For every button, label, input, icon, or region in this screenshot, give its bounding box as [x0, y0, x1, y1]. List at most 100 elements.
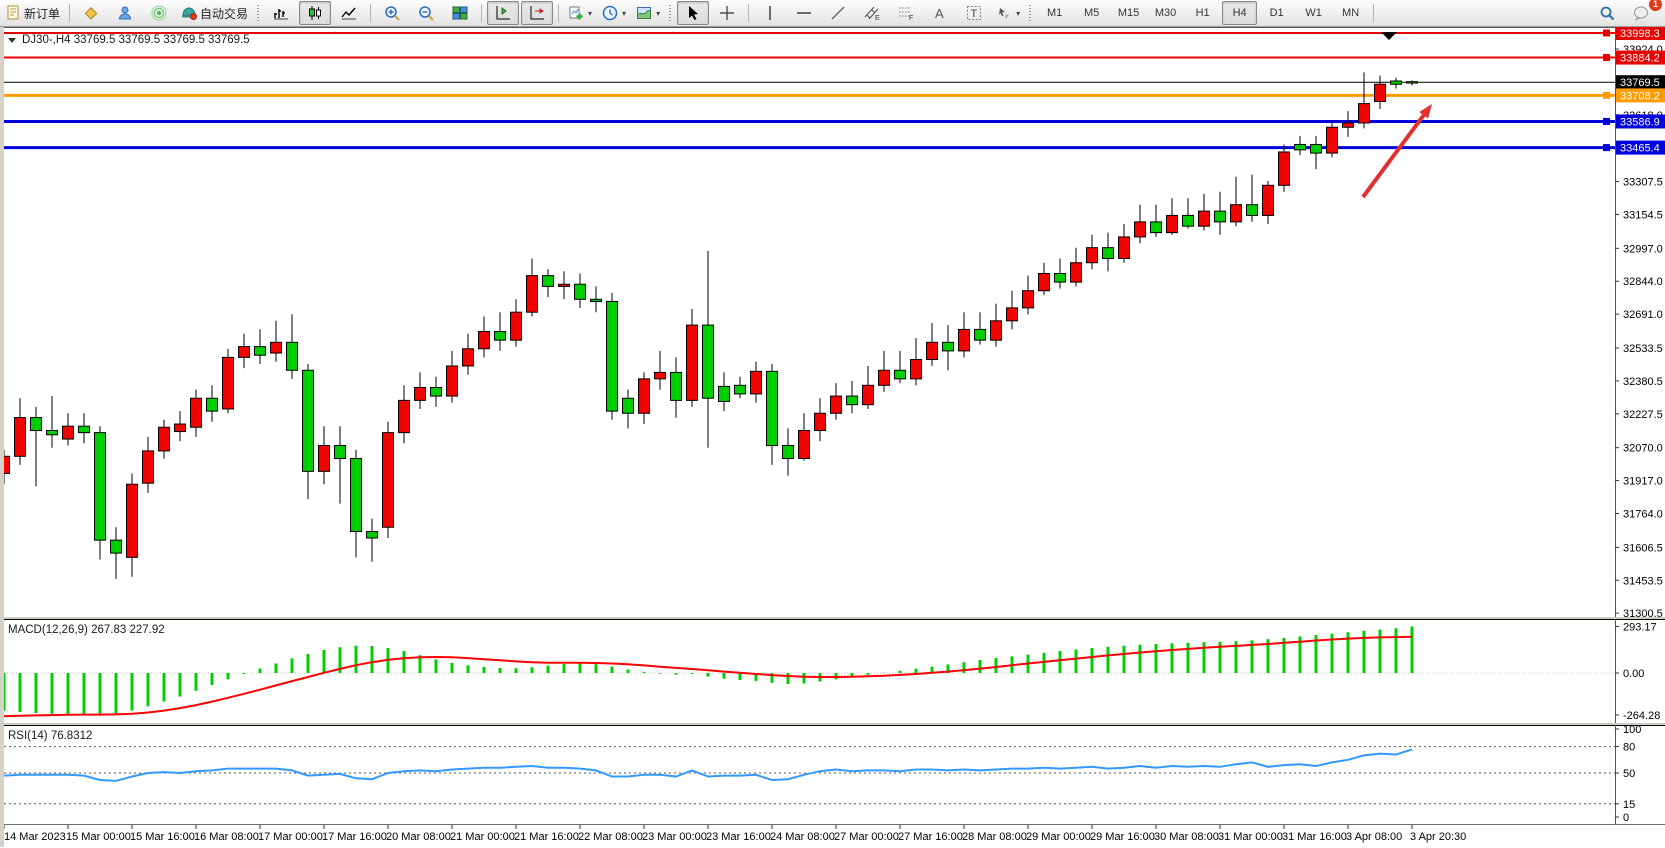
svg-text:31453.5: 31453.5 [1623, 575, 1663, 587]
svg-text:33465.4: 33465.4 [1620, 143, 1660, 155]
panel-separator[interactable] [4, 617, 1665, 619]
time-label: 20 Mar 08:00 [386, 831, 451, 843]
candlestick-chart[interactable]: 33924.033618.033307.533154.532997.032844… [4, 27, 1665, 617]
rsi-chart: 100 80 50 150 RSI(14) 76.8312 [4, 725, 1665, 824]
signals-button[interactable] [143, 1, 175, 25]
periods-button[interactable]: ▾ [598, 1, 630, 25]
notifications-button[interactable]: 1 [1625, 0, 1662, 25]
svg-text:32844.0: 32844.0 [1623, 276, 1663, 288]
time-label: 22 Mar 08:00 [578, 831, 643, 843]
vertical-line-tool-button[interactable] [754, 1, 786, 25]
expand-arrow-icon[interactable] [8, 38, 16, 43]
chart-shift-button[interactable] [487, 1, 520, 25]
svg-text:31606.5: 31606.5 [1623, 542, 1663, 554]
svg-text:0: 0 [1623, 812, 1629, 824]
price-badge: 33586.9 [1616, 114, 1665, 129]
zoom-out-button[interactable] [410, 1, 442, 25]
arrows-tool-button[interactable]: ▾ [992, 1, 1024, 25]
toolbar-separator [481, 4, 483, 22]
auto-trading-label: 自动交易 [200, 6, 249, 21]
notification-count-badge: 1 [1649, 0, 1662, 11]
timeframe-button-m1[interactable]: M1 [1046, 7, 1063, 19]
macd-panel[interactable]: 293.17 0.00 -264.28 MACD(12,26,9) 267.83 22… [4, 619, 1665, 723]
auto-scroll-button[interactable] [521, 1, 554, 25]
timeframe-button-h4[interactable]: H4 [1222, 1, 1258, 25]
templates-button[interactable]: ▾ [632, 1, 664, 25]
horizontal-line-tool-button[interactable] [788, 1, 820, 25]
cursor-tool-button[interactable] [677, 1, 710, 25]
candlestick-mode-button[interactable] [299, 1, 332, 25]
candles-layer [4, 72, 1418, 579]
text-label-tool-button[interactable]: T [958, 1, 990, 25]
svg-text:33884.2: 33884.2 [1620, 53, 1660, 65]
price-badge: 33884.2 [1616, 50, 1665, 65]
svg-text:T: T [971, 8, 978, 20]
annotation-arrow[interactable] [1361, 104, 1432, 199]
crosshair-tool-button[interactable] [711, 1, 743, 25]
time-label: 3 Apr 20:30 [1410, 831, 1466, 843]
svg-text:50: 50 [1623, 768, 1635, 780]
cursor-icon [689, 6, 699, 20]
svg-text:A: A [935, 6, 944, 21]
time-label: 15 Mar 16:00 [130, 831, 195, 843]
timeframe-button-d1[interactable]: D1 [1269, 7, 1284, 19]
profile-button[interactable] [109, 1, 141, 25]
new-chart-button[interactable]: ▾ [564, 1, 596, 25]
zoom-in-button[interactable] [376, 1, 408, 25]
rsi-panel[interactable]: 100 80 50 15 0 RSI(14) 76.8312 [4, 725, 1665, 824]
timeframe-button-w1[interactable]: W1 [1305, 7, 1322, 19]
timeframe-button-m15[interactable]: M15 [1117, 7, 1140, 19]
tile-windows-button[interactable] [444, 1, 476, 25]
time-label: 17 Mar 16:00 [322, 831, 387, 843]
svg-text:31764.0: 31764.0 [1623, 508, 1663, 520]
svg-text:33586.9: 33586.9 [1620, 116, 1660, 128]
rhombus-icon [84, 7, 98, 20]
time-axis-panel[interactable]: 14 Mar 2023 15 Mar 00:00 15 Mar 16:00 16 Ma… [4, 824, 1665, 848]
time-label: 16 Mar 08:00 [194, 831, 259, 843]
price-badge: 33465.4 [1616, 140, 1665, 155]
time-label: 23 Mar 00:00 [642, 831, 707, 843]
fibonacci-tool-button[interactable]: F [890, 1, 922, 25]
line-chart-icon [341, 7, 357, 20]
svg-text:33307.5: 33307.5 [1623, 177, 1663, 189]
channel-tool-button[interactable]: E [856, 1, 888, 25]
svg-text:F: F [909, 15, 913, 21]
time-label: 31 Mar 16:00 [1282, 831, 1347, 843]
bar-chart-mode-button[interactable] [265, 1, 297, 25]
svg-text:15: 15 [1623, 799, 1635, 811]
timeframe-toolbar: M1 M5 M15 M30 H1 H4 D1 W1 MN [1036, 1, 1369, 25]
vertical-line-icon [769, 6, 771, 20]
price-badge: 33998.3 [1616, 27, 1665, 40]
fibonacci-icon: F [899, 7, 913, 21]
timeframe-button-m30[interactable]: M30 [1154, 7, 1177, 19]
svg-text:0.00: 0.00 [1623, 668, 1644, 680]
dropdown-icon: ▾ [588, 8, 593, 18]
toolbar-separator [558, 4, 560, 22]
macd-label: MACD(12,26,9) 267.83 227.92 [8, 624, 165, 636]
mql-community-button[interactable] [75, 1, 107, 25]
new-order-icon [7, 5, 19, 20]
horizontal-line-icon [797, 12, 812, 14]
time-label: 30 Mar 08:00 [1154, 831, 1219, 843]
timeframe-button-h1[interactable]: H1 [1195, 7, 1210, 19]
top-marker-icon[interactable] [1381, 32, 1397, 40]
text-tool-button[interactable]: A [924, 1, 956, 25]
timeframe-button-mn[interactable]: MN [1342, 7, 1360, 19]
toolbar-separator [69, 4, 71, 22]
search-button[interactable] [1591, 1, 1623, 25]
svg-text:33154.5: 33154.5 [1623, 209, 1663, 221]
toolbar-separator [1373, 4, 1375, 22]
svg-text:-264.28: -264.28 [1623, 710, 1660, 722]
timeframe-button-m5[interactable]: M5 [1083, 7, 1100, 19]
line-chart-mode-button[interactable] [333, 1, 365, 25]
trendline-tool-button[interactable] [822, 1, 854, 25]
auto-trading-button[interactable]: 自动交易 [177, 1, 252, 25]
time-label: 24 Mar 08:00 [770, 831, 835, 843]
new-order-label: 新订单 [24, 6, 61, 21]
panel-separator[interactable] [4, 723, 1665, 725]
new-order-button[interactable]: 新订单 [1, 1, 64, 25]
price-chart-panel[interactable]: 33924.033618.033307.533154.532997.032844… [4, 27, 1665, 617]
zoom-in-icon [385, 6, 400, 21]
time-label: 28 Mar 08:00 [962, 831, 1027, 843]
auto-scroll-icon [530, 6, 545, 20]
